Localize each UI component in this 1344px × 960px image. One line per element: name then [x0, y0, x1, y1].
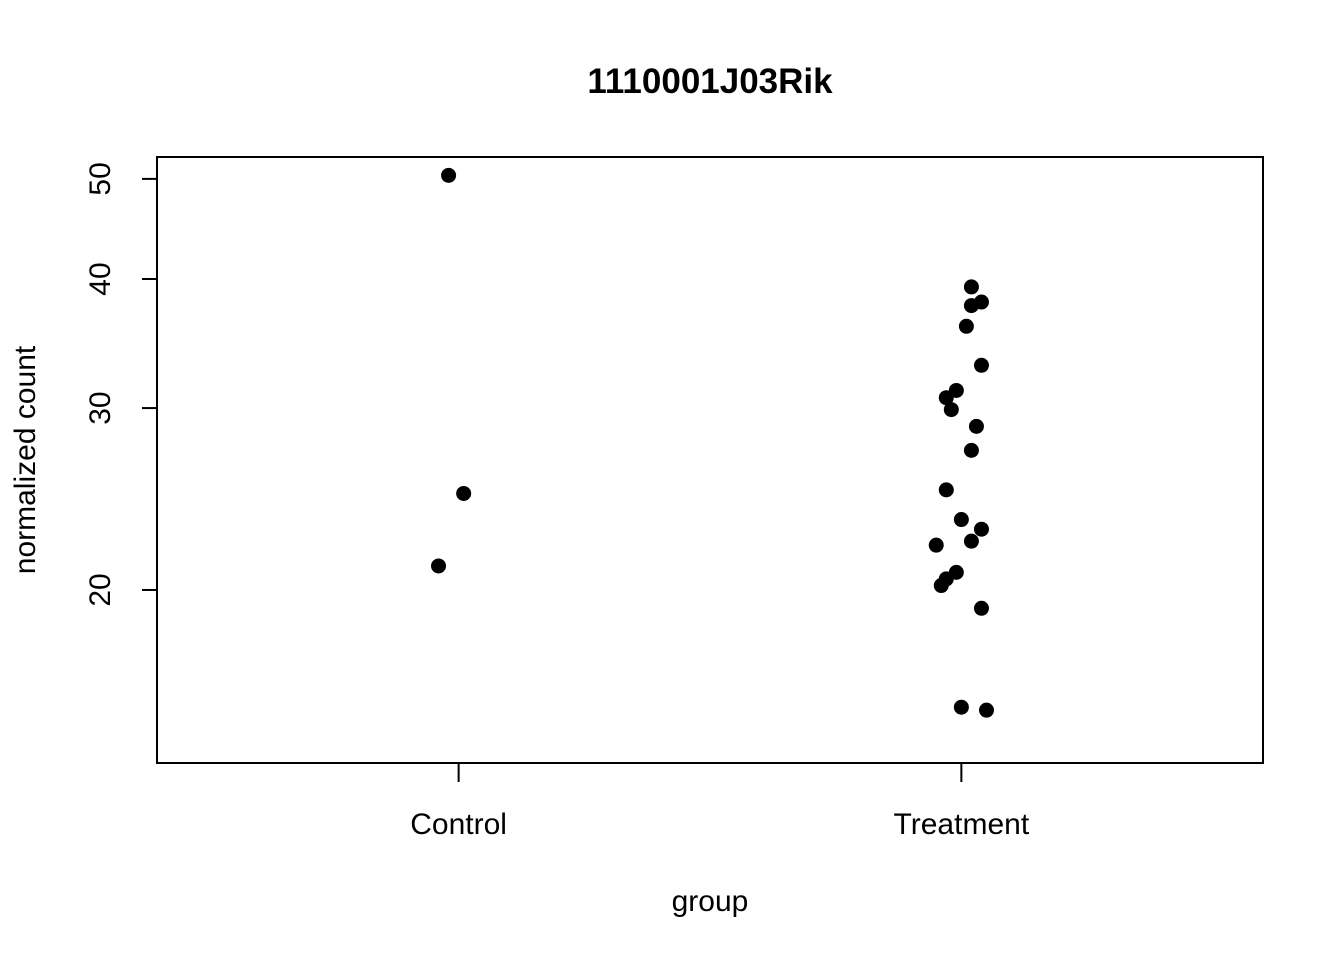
chart-title: 1110001J03Rik [587, 62, 833, 101]
data-point-treatment [928, 537, 944, 553]
y-axis: 20 30 40 50 [84, 162, 158, 607]
y-tick-label: 20 [84, 573, 117, 606]
y-tick-label: 40 [84, 262, 117, 295]
y-tick-label: 50 [84, 162, 117, 195]
data-point-control [431, 558, 447, 574]
data-point-treatment [963, 442, 979, 458]
y-axis-label: normalized count [9, 345, 42, 574]
data-point-treatment [953, 699, 969, 715]
data-point-treatment [938, 390, 954, 406]
data-point-treatment [968, 418, 984, 434]
data-point-treatment [973, 521, 989, 537]
data-point-treatment [973, 294, 989, 310]
data-point-treatment [938, 482, 954, 498]
x-tick-label-control: Control [410, 808, 507, 841]
data-point-treatment [963, 279, 979, 295]
data-point-treatment [979, 702, 994, 718]
data-point-control [441, 167, 457, 183]
data-point-treatment [973, 357, 989, 373]
y-tick-label: 30 [84, 391, 117, 424]
x-axis: Control Treatment [410, 763, 1030, 841]
plot-frame [156, 156, 1264, 764]
x-tick-label-treatment: Treatment [894, 808, 1030, 841]
data-point-treatment [953, 512, 969, 528]
x-axis-label: group [672, 885, 749, 918]
data-point-treatment [963, 533, 979, 549]
data-point-treatment [973, 600, 989, 616]
data-point-treatment [958, 318, 974, 334]
data-points [431, 167, 994, 718]
data-point-control [456, 485, 472, 501]
data-point-treatment [943, 402, 959, 418]
data-point-treatment [933, 578, 949, 594]
